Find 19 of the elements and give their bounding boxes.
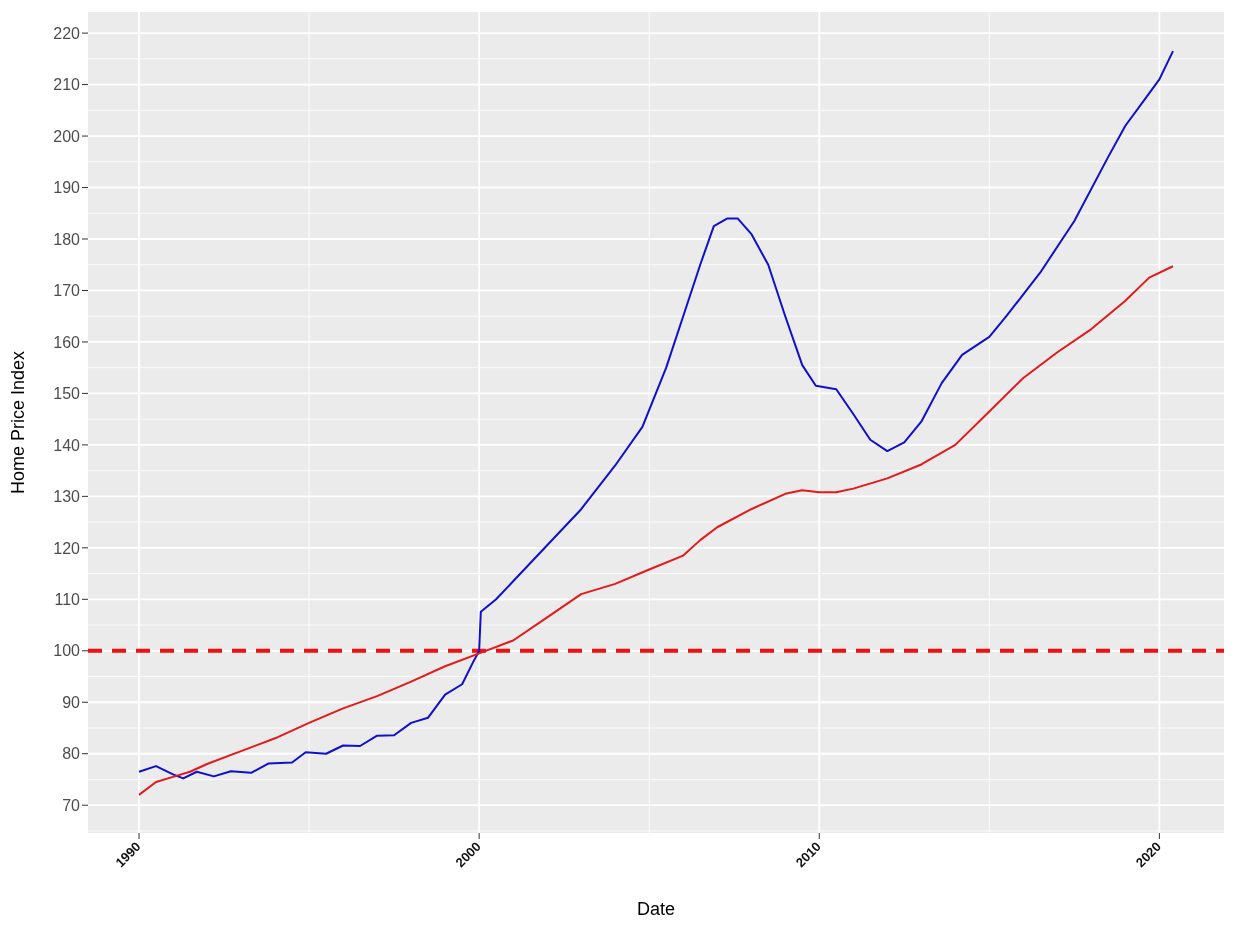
y-tick-label: 200 [53,127,81,145]
y-tick-label: 100 [53,642,81,660]
y-tick-label: 160 [53,333,81,351]
y-tick-label: 70 [62,796,81,814]
y-tick-label: 110 [54,590,81,608]
x-axis-title: Date [636,899,676,919]
y-tick-label: 80 [62,745,81,763]
y-tick-label: 190 [53,179,81,197]
y-tick-label: 120 [53,539,81,557]
y-tick-label: 220 [53,24,81,42]
y-tick-label: 180 [53,230,81,248]
y-tick-label: 210 [53,76,81,94]
y-tick-label: 170 [53,282,81,300]
y-tick-label: 150 [53,385,81,403]
y-axis-title: Home Price Index [8,350,29,495]
line-series [138,50,1174,780]
y-tick-label: 130 [53,488,81,506]
y-tick-label: 90 [62,693,81,711]
y-tick-label: 140 [53,436,81,454]
